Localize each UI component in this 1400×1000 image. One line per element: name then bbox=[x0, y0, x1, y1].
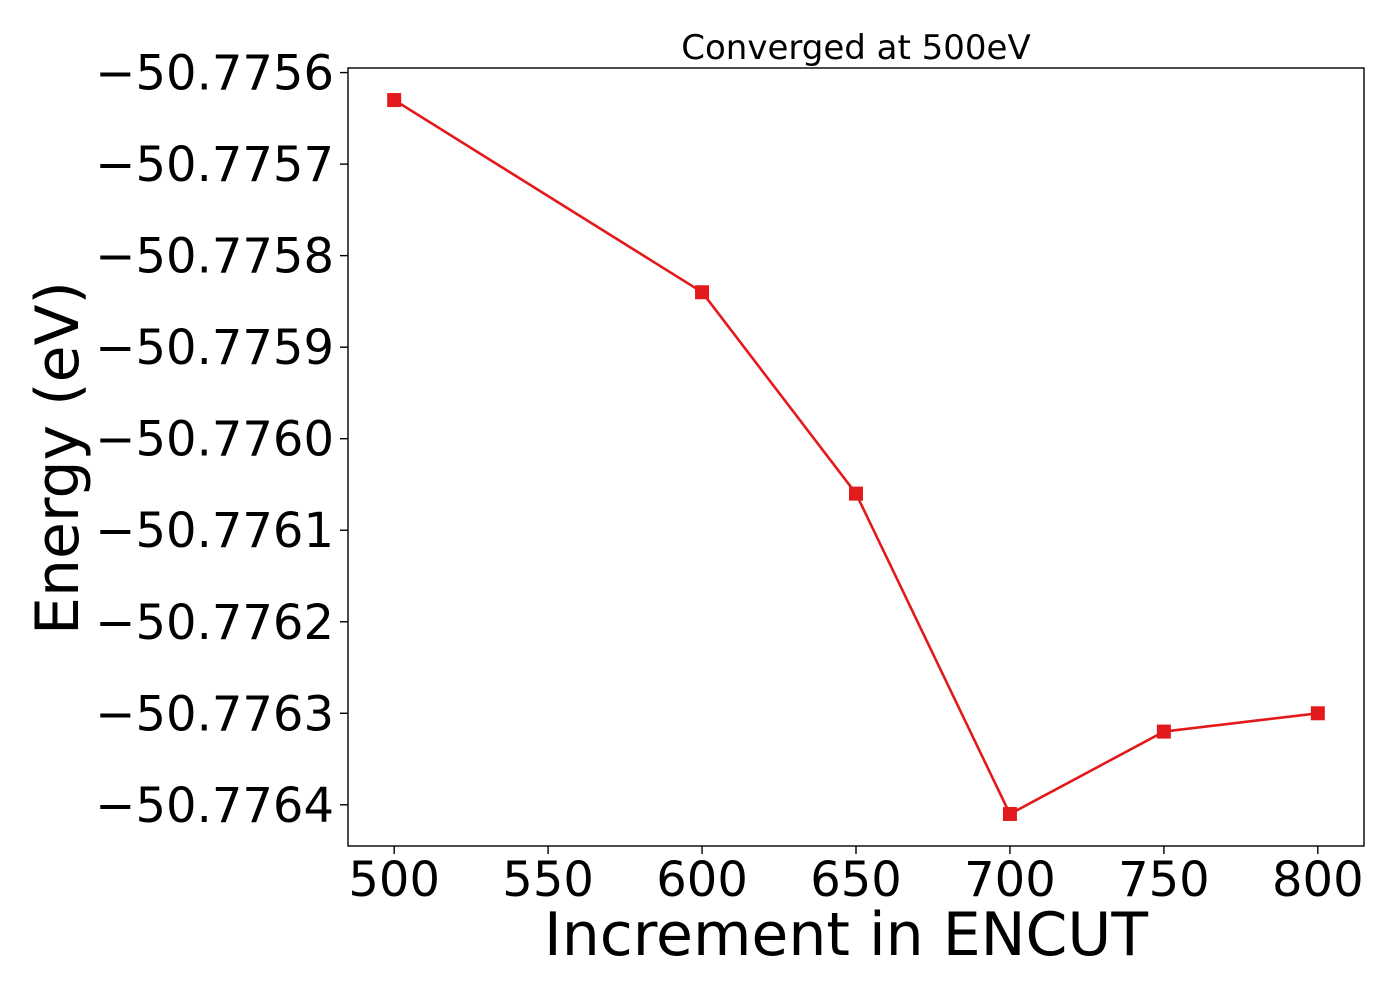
y-axis-label: Energy (eV) bbox=[23, 281, 93, 635]
data-point-marker bbox=[695, 285, 710, 300]
series-layer bbox=[387, 93, 1325, 821]
x-tick-label: 750 bbox=[1118, 852, 1210, 908]
y-tick-label: −50.7764 bbox=[95, 778, 334, 834]
data-point-marker bbox=[387, 93, 402, 108]
data-point-marker bbox=[1310, 706, 1325, 721]
x-tick-label: 500 bbox=[348, 852, 440, 908]
x-tick-label: 800 bbox=[1272, 852, 1364, 908]
x-axis-label: Increment in ENCUT bbox=[544, 900, 1148, 970]
y-axis: −50.7756 −50.7757 −50.7758 −50.7759 −50.7760… bbox=[95, 46, 348, 834]
x-tick-label: 700 bbox=[964, 852, 1056, 908]
y-tick-label: −50.7763 bbox=[95, 686, 334, 742]
y-tick-label: −50.7758 bbox=[95, 229, 334, 285]
x-tick-label: 650 bbox=[810, 852, 902, 908]
data-point-marker bbox=[1156, 724, 1171, 739]
y-tick-label: −50.7762 bbox=[95, 595, 334, 651]
x-tick-label: 600 bbox=[656, 852, 748, 908]
data-point-marker bbox=[849, 486, 863, 501]
chart-title: Converged at 500eV bbox=[681, 28, 1030, 68]
y-tick-label: −50.7760 bbox=[95, 412, 334, 468]
x-tick-label: 550 bbox=[502, 852, 594, 908]
data-point-marker bbox=[1002, 806, 1017, 821]
y-tick-label: −50.7757 bbox=[95, 137, 334, 193]
series-line bbox=[393, 98, 1318, 816]
y-tick-label: −50.7759 bbox=[95, 320, 334, 376]
y-tick-label: −50.7756 bbox=[95, 46, 334, 102]
x-axis: 500 550 600 650 700 750 800 bbox=[348, 846, 1364, 908]
y-tick-label: −50.7761 bbox=[95, 503, 334, 559]
